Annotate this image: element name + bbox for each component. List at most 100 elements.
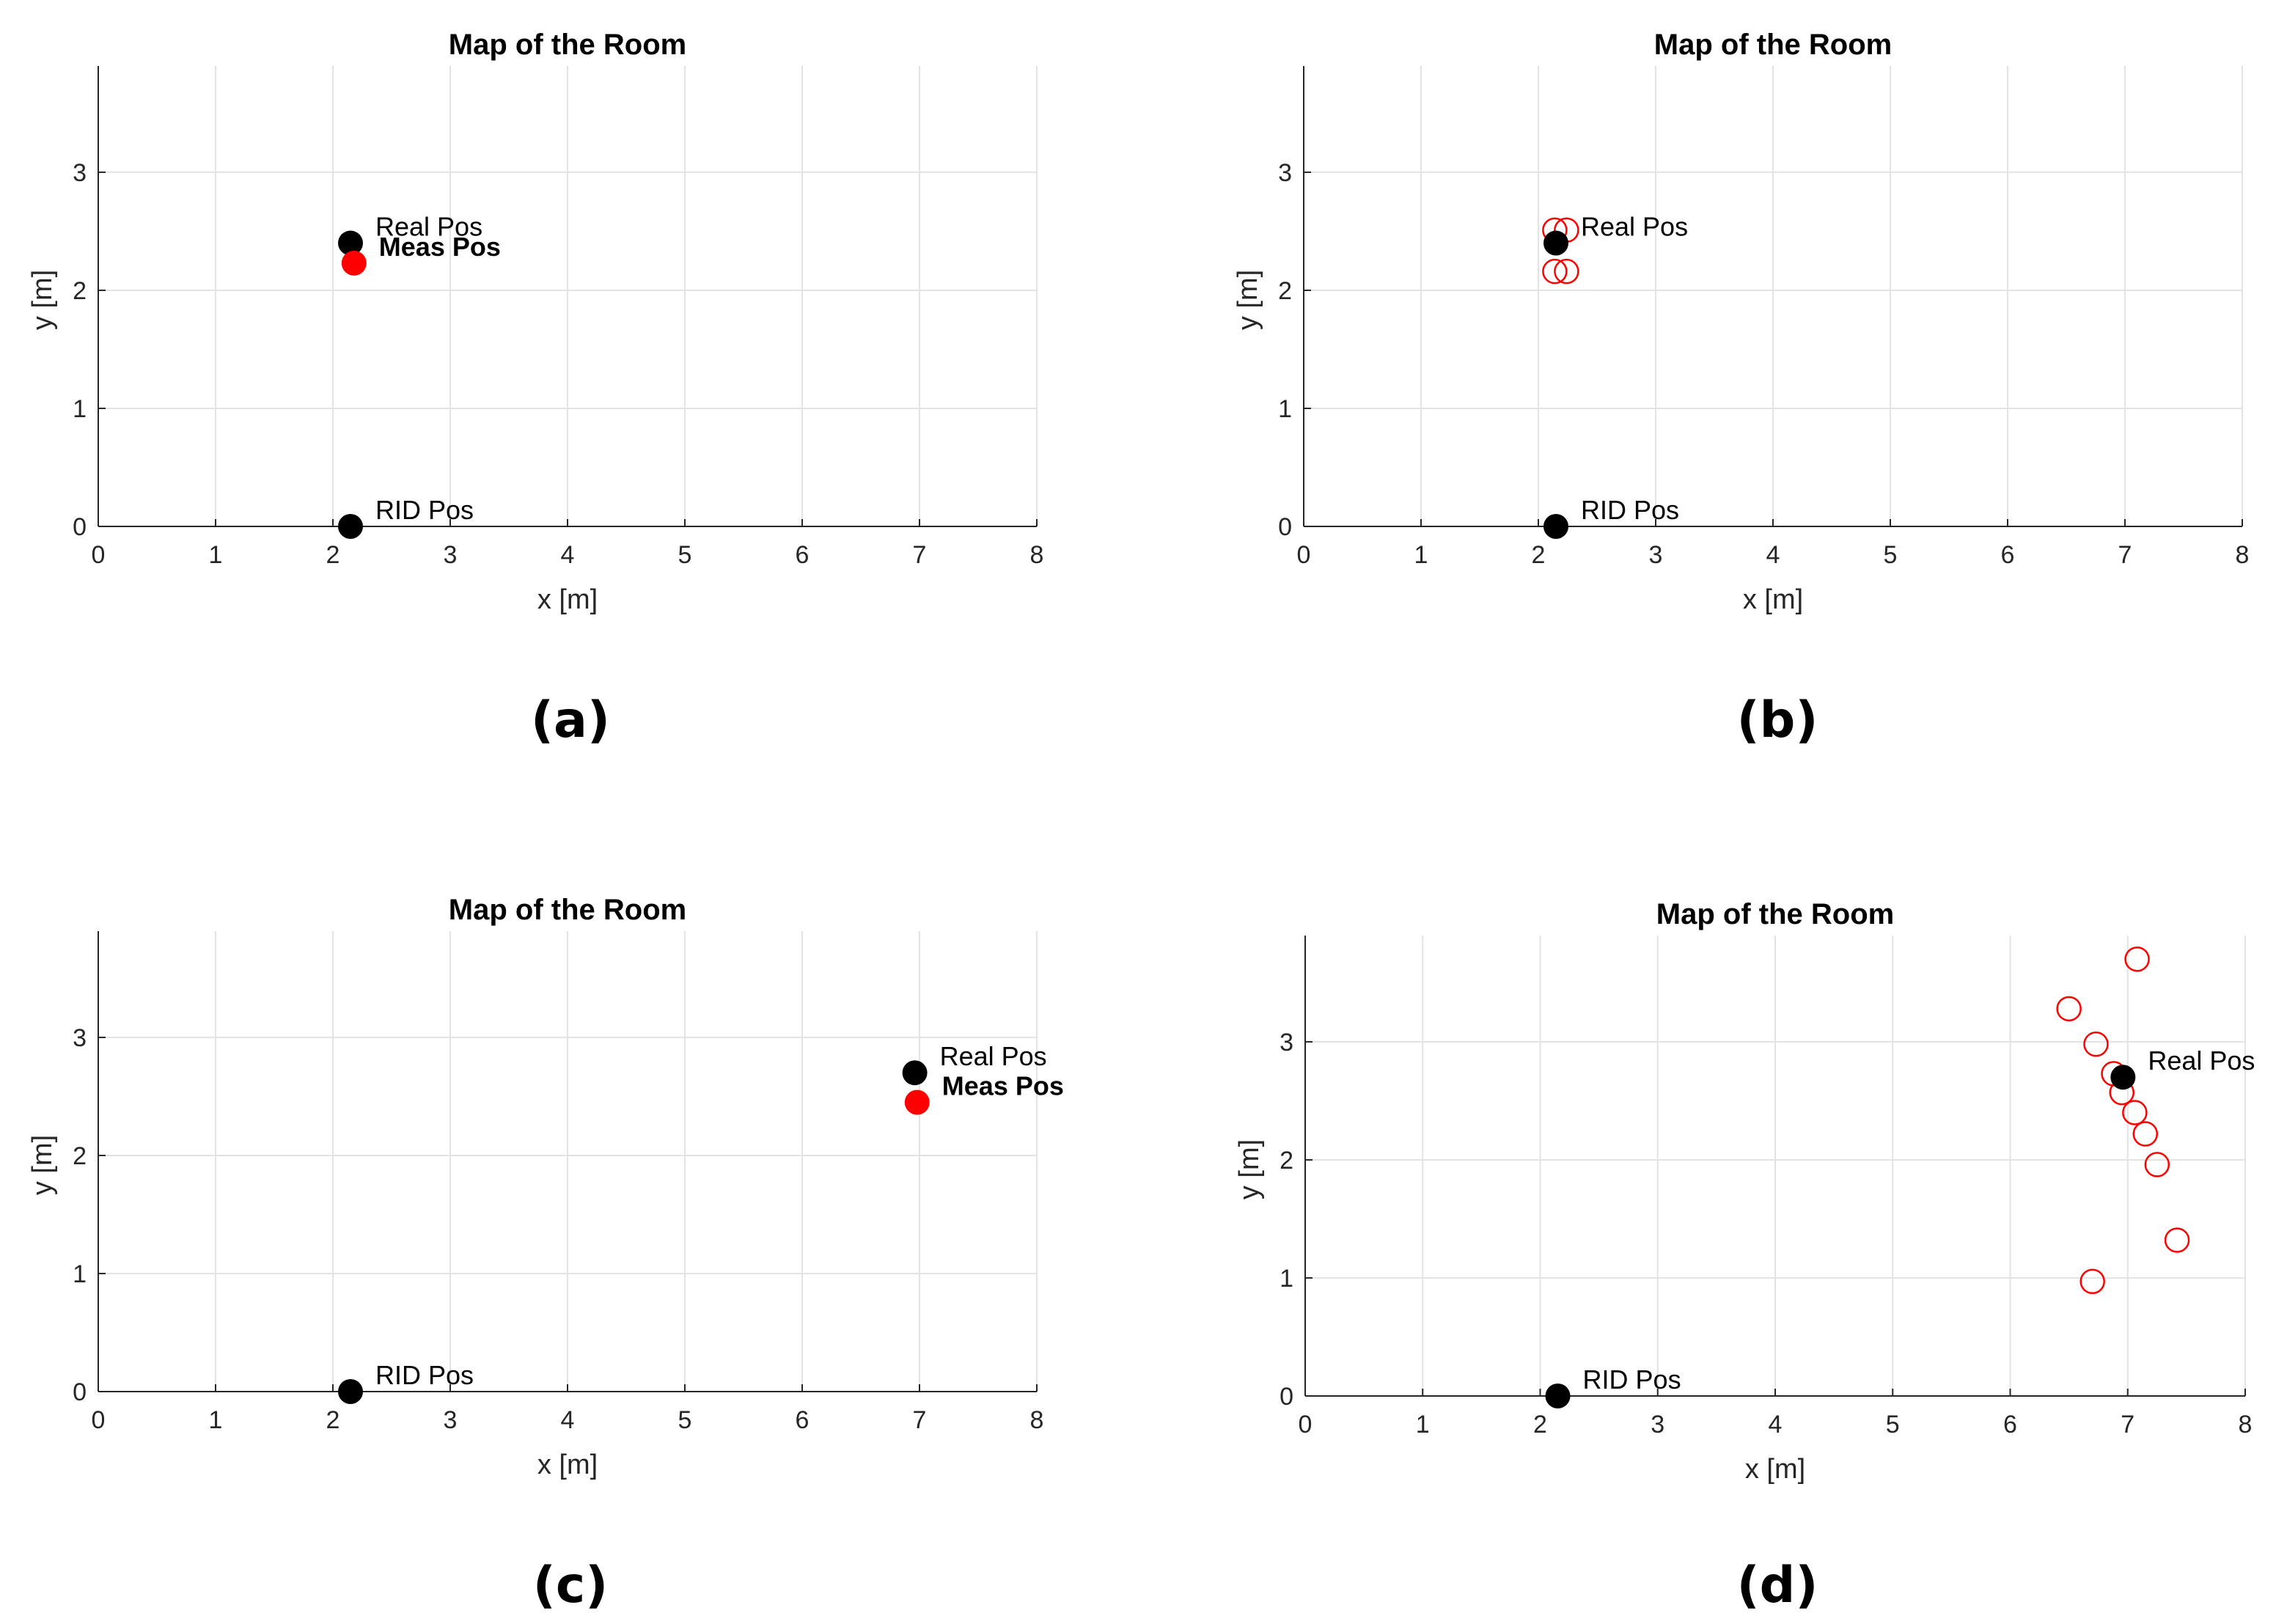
y-axis-label: y [m] bbox=[1234, 1139, 1265, 1199]
data-point-real-pos bbox=[902, 1060, 928, 1086]
x-tick-label: 8 bbox=[2236, 541, 2250, 569]
x-axis-label: x [m] bbox=[1745, 1454, 1805, 1485]
y-tick-label: 0 bbox=[1280, 1383, 1293, 1411]
data-point-meas-pos bbox=[341, 250, 367, 276]
data-point-real-pos bbox=[1543, 230, 1568, 256]
data-point-measurements bbox=[2144, 1152, 2170, 1177]
data-point-measurements bbox=[2164, 1227, 2190, 1253]
chart-panel-2: 0 1 2 3 4 5 6 7 8 0 1 2 3 Map of the Room x [m] y [m] RI… bbox=[1233, 29, 2249, 749]
y-axis-label: y [m] bbox=[1233, 270, 1263, 330]
annotation-rid-pos: RID Pos bbox=[375, 1360, 474, 1390]
x-tick-label: 5 bbox=[678, 541, 692, 569]
panel-label: (d) bbox=[1737, 1557, 1818, 1614]
x-tick-label: 4 bbox=[561, 541, 575, 569]
x-tick-label: 3 bbox=[444, 541, 458, 569]
x-tick-label: 7 bbox=[2118, 541, 2132, 569]
data-point-real-pos bbox=[338, 230, 363, 256]
y-tick-label: 1 bbox=[1280, 1265, 1293, 1293]
data-point-rid-pos bbox=[338, 514, 363, 539]
x-tick-label: 3 bbox=[1649, 541, 1663, 569]
x-tick-label: 4 bbox=[1766, 541, 1780, 569]
x-tick-label: 3 bbox=[1651, 1411, 1664, 1439]
x-tick-label: 6 bbox=[796, 541, 810, 569]
data-point-measurements bbox=[2124, 946, 2150, 972]
data-point-measurements bbox=[2056, 996, 2082, 1022]
data-point-rid-pos bbox=[1545, 1384, 1571, 1408]
x-tick-label: 2 bbox=[1532, 541, 1546, 569]
x-tick-label: 3 bbox=[444, 1406, 458, 1434]
data-point-measurements bbox=[2083, 1031, 2109, 1057]
x-axis-label: x [m] bbox=[1743, 584, 1803, 615]
data-point-measurements bbox=[2122, 1100, 2148, 1125]
panel-label: (c) bbox=[533, 1557, 608, 1614]
x-axis-label: x [m] bbox=[537, 584, 598, 615]
x-axis-label: x [m] bbox=[537, 1450, 598, 1480]
chart-panel-1: 0 1 2 3 4 5 6 7 8 0 1 2 3 Map of the Room x [m] y [m] RI… bbox=[27, 29, 1043, 749]
annotation-rid-pos: RID Pos bbox=[375, 495, 474, 525]
chart-title: Map of the Room bbox=[1656, 898, 1894, 930]
chart-panel-4: 0 1 2 3 4 5 6 7 8 0 1 2 3 Map of the Room x [m] y [m] RI… bbox=[1234, 898, 2255, 1614]
x-tick-label: 1 bbox=[1416, 1411, 1430, 1439]
y-tick-label: 0 bbox=[1278, 513, 1292, 541]
x-tick-label: 5 bbox=[1884, 541, 1898, 569]
x-tick-label: 7 bbox=[913, 541, 927, 569]
x-tick-label: 4 bbox=[1769, 1411, 1783, 1439]
x-tick-label: 6 bbox=[2003, 1411, 2017, 1439]
y-tick-label: 1 bbox=[73, 395, 87, 423]
panel-label: (b) bbox=[1737, 691, 1818, 749]
annotation-meas-pos: Meas Pos bbox=[379, 232, 501, 262]
x-tick-label: 2 bbox=[1533, 1411, 1547, 1439]
x-tick-label: 5 bbox=[1886, 1411, 1900, 1439]
x-tick-label: 8 bbox=[2239, 1411, 2253, 1439]
x-tick-label: 6 bbox=[2001, 541, 2015, 569]
annotation-real-pos: Real Pos bbox=[1581, 212, 1688, 242]
y-axis-label: y [m] bbox=[27, 1135, 58, 1195]
data-point-measurements bbox=[1542, 258, 1568, 284]
annotation-rid-pos: RID Pos bbox=[1581, 495, 1679, 525]
x-tick-label: 2 bbox=[326, 1406, 340, 1434]
x-tick-label: 0 bbox=[1297, 541, 1311, 569]
data-point-rid-pos bbox=[1543, 514, 1568, 539]
y-tick-label: 0 bbox=[73, 1378, 87, 1406]
y-tick-label: 2 bbox=[1280, 1147, 1293, 1175]
y-tick-label: 2 bbox=[73, 277, 87, 305]
y-tick-label: 3 bbox=[73, 1024, 87, 1052]
y-tick-label: 2 bbox=[1278, 277, 1292, 305]
y-tick-label: 3 bbox=[1278, 159, 1292, 187]
x-tick-label: 0 bbox=[92, 541, 106, 569]
x-tick-label: 0 bbox=[92, 1406, 106, 1434]
x-tick-label: 1 bbox=[209, 1406, 223, 1434]
y-tick-label: 0 bbox=[73, 513, 87, 541]
y-tick-label: 3 bbox=[1280, 1029, 1293, 1057]
x-tick-label: 8 bbox=[1030, 1406, 1044, 1434]
x-tick-label: 2 bbox=[326, 541, 340, 569]
panel-label: (a) bbox=[531, 691, 610, 749]
chart-title: Map of the Room bbox=[449, 894, 686, 926]
chart-title: Map of the Room bbox=[449, 29, 686, 61]
y-tick-label: 1 bbox=[1278, 395, 1292, 423]
data-point-meas-pos bbox=[904, 1090, 930, 1115]
chart-panel-3: 0 1 2 3 4 5 6 7 8 0 1 2 3 Map of the Room x [m] y [m] RI… bbox=[27, 894, 1064, 1614]
annotation-rid-pos: RID Pos bbox=[1583, 1364, 1681, 1395]
x-tick-label: 5 bbox=[678, 1406, 692, 1434]
y-tick-label: 3 bbox=[73, 159, 87, 187]
y-tick-label: 1 bbox=[73, 1260, 87, 1288]
x-tick-label: 8 bbox=[1030, 541, 1044, 569]
x-tick-label: 1 bbox=[209, 541, 223, 569]
x-tick-label: 1 bbox=[1414, 541, 1428, 569]
y-axis-label: y [m] bbox=[27, 270, 58, 330]
x-tick-label: 6 bbox=[796, 1406, 810, 1434]
data-point-rid-pos bbox=[338, 1379, 363, 1404]
annotation-real-pos: Real Pos bbox=[2148, 1046, 2255, 1076]
x-tick-label: 7 bbox=[2121, 1411, 2134, 1439]
data-point-measurements bbox=[2079, 1268, 2105, 1295]
annotation-real-pos: Real Pos bbox=[940, 1041, 1047, 1071]
annotation-meas-pos: Meas Pos bbox=[942, 1070, 1064, 1101]
x-tick-label: 0 bbox=[1299, 1411, 1313, 1439]
y-tick-label: 2 bbox=[73, 1142, 87, 1170]
chart-title: Map of the Room bbox=[1654, 29, 1892, 61]
data-point-real-pos bbox=[2110, 1065, 2136, 1090]
x-tick-label: 7 bbox=[913, 1406, 927, 1434]
data-point-measurements bbox=[1554, 258, 1579, 284]
data-point-measurements bbox=[2132, 1121, 2159, 1147]
